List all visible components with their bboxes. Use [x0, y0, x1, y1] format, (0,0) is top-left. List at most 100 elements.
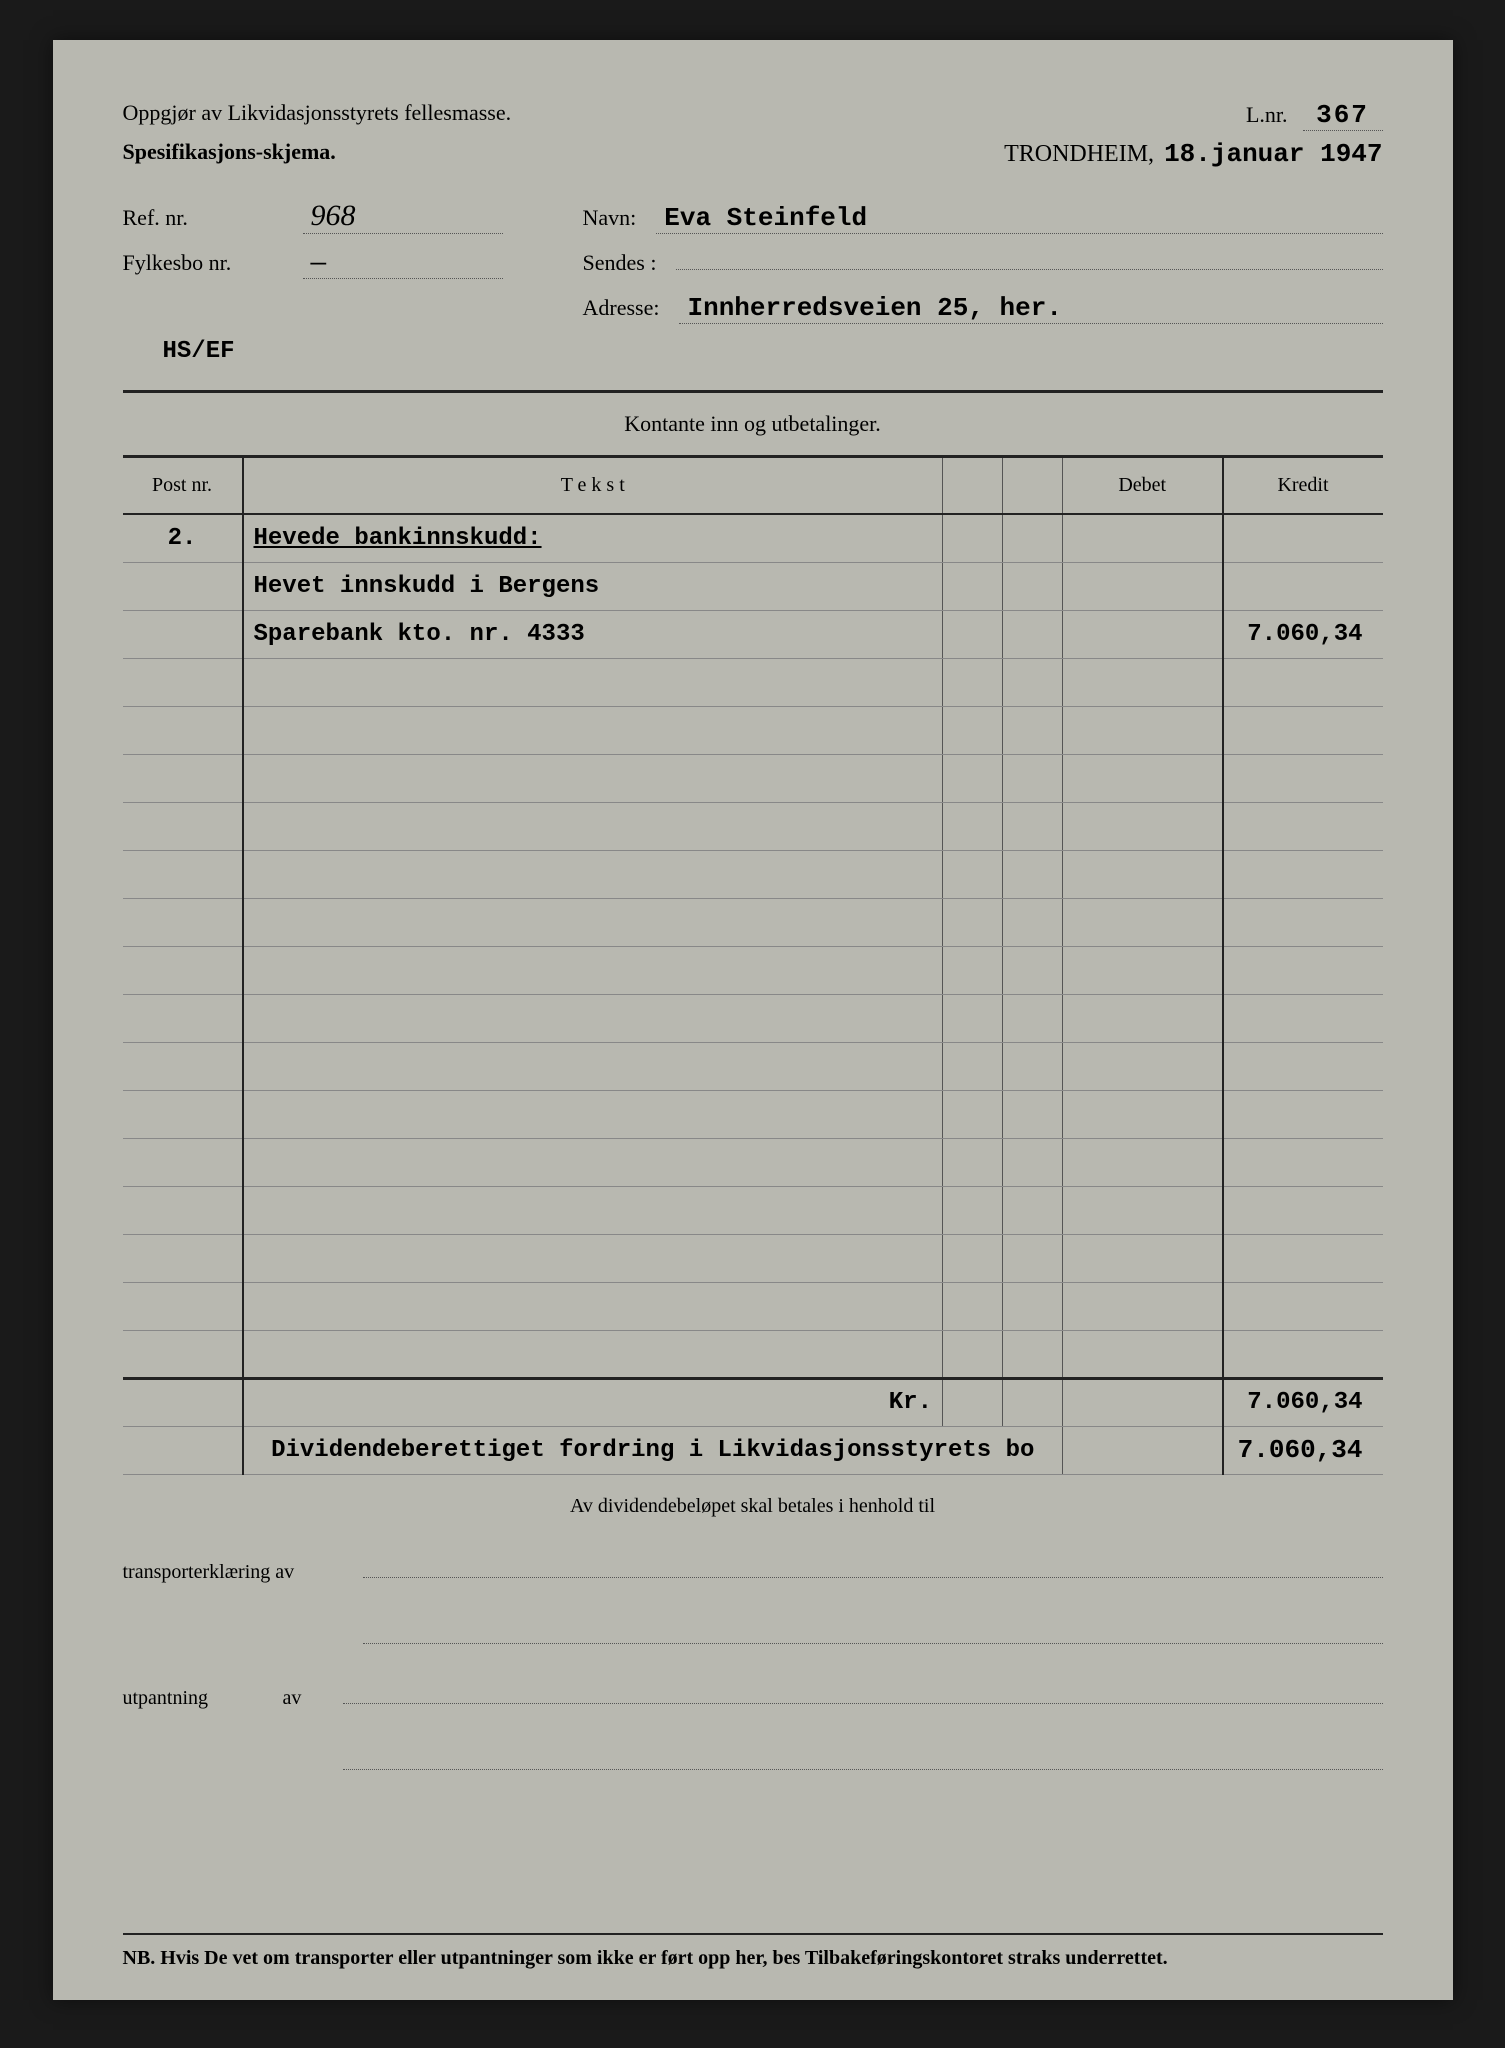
row-sub1	[943, 1090, 1003, 1138]
row-kredit	[1223, 1330, 1383, 1378]
form-page: Oppgjør av Likvidasjonsstyrets fellesmas…	[53, 40, 1453, 2000]
row-debet	[1063, 1186, 1223, 1234]
table-row	[123, 658, 1383, 706]
row-post	[123, 850, 243, 898]
row-kredit	[1223, 562, 1383, 610]
lnr-value: 367	[1303, 100, 1383, 131]
meta-row-fylkesbo: Fylkesbo nr. — Sendes :	[123, 248, 1383, 279]
table-row	[123, 1186, 1383, 1234]
table-row	[123, 994, 1383, 1042]
col-sub2	[1003, 458, 1063, 514]
row-post	[123, 946, 243, 994]
utpantning-row: utpantning av	[123, 1674, 1383, 1710]
adresse-value: Innherredsveien 25, her.	[679, 293, 1382, 324]
row-debet	[1063, 610, 1223, 658]
row-sub1	[943, 946, 1003, 994]
row-debet	[1063, 706, 1223, 754]
row-post	[123, 994, 243, 1042]
utpantning-line-2	[343, 1740, 1383, 1770]
row-kredit	[1223, 1282, 1383, 1330]
row-sub2	[1003, 514, 1063, 562]
row-kredit	[1223, 514, 1383, 562]
table-row	[123, 946, 1383, 994]
row-sub1	[943, 1042, 1003, 1090]
col-sub1	[943, 458, 1003, 514]
row-text: Hevet innskudd i Bergens	[243, 562, 943, 610]
row-sub1	[943, 994, 1003, 1042]
table-row: Sparebank kto. nr. 43337.060,34	[123, 610, 1383, 658]
row-post	[123, 802, 243, 850]
col-post: Post nr.	[123, 458, 243, 514]
table-row	[123, 898, 1383, 946]
date-value: 18.januar 1947	[1164, 139, 1382, 169]
row-sub1	[943, 1186, 1003, 1234]
table-row	[123, 1090, 1383, 1138]
totals-sub2	[1003, 1378, 1063, 1426]
row-kredit	[1223, 994, 1383, 1042]
row-post	[123, 898, 243, 946]
utpantning-row-2	[123, 1740, 1383, 1770]
utpantning-label: utpantning	[123, 1687, 263, 1710]
sendes-group: Sendes :	[583, 250, 1383, 276]
row-post	[123, 1090, 243, 1138]
lnr-label: L.nr.	[1246, 102, 1288, 128]
row-kredit	[1223, 1042, 1383, 1090]
row-sub2	[1003, 1042, 1063, 1090]
section-title: Kontante inn og utbetalinger.	[123, 390, 1383, 458]
row-sub2	[1003, 1186, 1063, 1234]
row-text	[243, 802, 943, 850]
row-sub2	[1003, 562, 1063, 610]
city-label: TRONDHEIM,	[1004, 141, 1154, 168]
adresse-group: Adresse: Innherredsveien 25, her.	[583, 293, 1383, 324]
nb-footer: NB. Hvis De vet om transporter eller utp…	[123, 1933, 1383, 1970]
row-kredit	[1223, 1138, 1383, 1186]
row-debet	[1063, 1282, 1223, 1330]
row-text	[243, 1234, 943, 1282]
row-post	[123, 610, 243, 658]
row-debet	[1063, 562, 1223, 610]
col-tekst: T e k s t	[243, 458, 943, 514]
row-debet	[1063, 946, 1223, 994]
row-sub2	[1003, 1234, 1063, 1282]
row-text	[243, 1186, 943, 1234]
row-sub1	[943, 1138, 1003, 1186]
row-sub2	[1003, 706, 1063, 754]
row-sub1	[943, 1234, 1003, 1282]
row-sub1	[943, 706, 1003, 754]
totals-kredit: 7.060,34	[1223, 1378, 1383, 1426]
totals-debet	[1063, 1378, 1223, 1426]
table-header-row: Post nr. T e k s t Debet Kredit	[123, 458, 1383, 514]
meta-row-ref: Ref. nr. 968 Navn: Eva Steinfeld	[123, 199, 1383, 234]
header-row-1: Oppgjør av Likvidasjonsstyrets fellesmas…	[123, 100, 1383, 131]
row-post	[123, 1138, 243, 1186]
row-sub2	[1003, 802, 1063, 850]
row-debet	[1063, 754, 1223, 802]
table-row	[123, 850, 1383, 898]
row-sub2	[1003, 1330, 1063, 1378]
row-text	[243, 994, 943, 1042]
table-row	[123, 1138, 1383, 1186]
row-sub2	[1003, 898, 1063, 946]
row-sub2	[1003, 1090, 1063, 1138]
ref-code: HS/EF	[163, 338, 1383, 365]
totals-row: Kr. 7.060,34	[123, 1378, 1383, 1426]
row-text	[243, 1042, 943, 1090]
dividend-post	[123, 1426, 243, 1474]
row-sub1	[943, 898, 1003, 946]
row-kredit	[1223, 1186, 1383, 1234]
row-debet	[1063, 994, 1223, 1042]
row-sub1	[943, 802, 1003, 850]
totals-post	[123, 1378, 243, 1426]
row-text	[243, 658, 943, 706]
totals-label: Kr.	[243, 1378, 943, 1426]
row-sub2	[1003, 610, 1063, 658]
row-debet	[1063, 658, 1223, 706]
row-sub2	[1003, 946, 1063, 994]
transport-line-2	[363, 1614, 1383, 1644]
row-post: 2.	[123, 514, 243, 562]
sendes-value	[676, 269, 1382, 270]
col-debet: Debet	[1063, 458, 1223, 514]
table-row: 2.Hevede bankinnskudd:	[123, 514, 1383, 562]
row-text	[243, 850, 943, 898]
row-sub1	[943, 850, 1003, 898]
